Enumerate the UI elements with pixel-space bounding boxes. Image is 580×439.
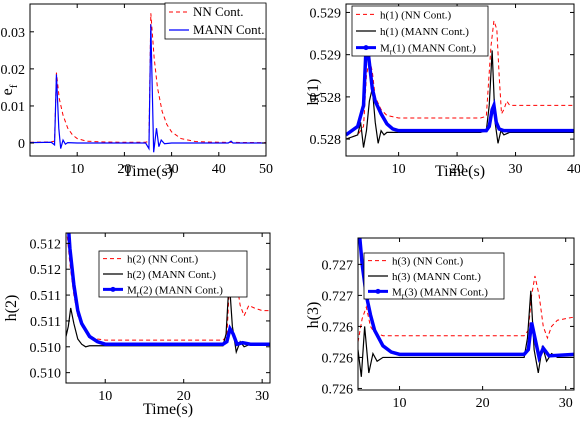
- y-tick-label-h3-1: 0.726: [322, 351, 354, 366]
- x-tick-label-ef-4: 50: [259, 162, 273, 177]
- x-tick-label-ef-0: 10: [70, 162, 84, 177]
- axes-box-h2: [65, 232, 271, 384]
- series-line-h3-1: [358, 290, 574, 377]
- legend-label-h1-0: h(1) (NN Cont.): [380, 9, 452, 21]
- legend-label-h3-1: h(3) (MANN Cont.): [392, 271, 481, 283]
- x-tick-label-h1-0: 10: [392, 162, 406, 177]
- x-tick-label-h3-2: 30: [559, 396, 573, 411]
- y-tick-label-h2-0: 0.510: [30, 367, 62, 382]
- y-tick-label-h3-0: 0.726: [322, 382, 354, 397]
- panel-ef: 10 20 30 40 50 0 0.01 0.02 0.03 Time(s) ef NN Cont.…: [0, 2, 273, 180]
- y-tick-label-h3-2: 0.726: [322, 320, 354, 335]
- y-tick-label-h3-4: 0.727: [322, 258, 354, 273]
- x-axis-label-ef: Time(s): [123, 163, 173, 180]
- y-tick-label-h3-3: 0.727: [322, 289, 354, 304]
- x-tick-label-h1-3: 40: [567, 162, 580, 177]
- y-tick-label-h2-1: 0.510: [30, 341, 62, 356]
- legend-label-h2-2: Mr(2) (MANN Cont.): [127, 284, 223, 298]
- legend-marker-h3-2: [375, 288, 381, 294]
- legend-ef: NN Cont. MANN Cont.: [164, 2, 267, 40]
- y-tick-label-h2-4: 0.512: [30, 263, 62, 278]
- x-tick-label-h2-1: 20: [177, 389, 191, 404]
- y-axis-label-h1: h(1): [305, 79, 322, 106]
- x-tick-label-h2-0: 10: [98, 389, 112, 404]
- legend-box-h2: [98, 250, 248, 298]
- x-tick-label-h2-2: 30: [255, 389, 269, 404]
- legend-box-ef: [164, 2, 267, 40]
- legend-h2: h(2) (NN Cont.) h(2) (MANN Cont.) Mr(2) (M…: [98, 250, 248, 298]
- legend-label-h3-0: h(3) (NN Cont.): [392, 256, 464, 268]
- panel-h3: 10 20 300.7260.7260.7260.7270.727h(3)h(3) …: [305, 237, 575, 411]
- legend-marker-h2-2: [110, 286, 116, 292]
- series-line-ef-1: [30, 24, 266, 153]
- y-tick-label-ef-2: 0.02: [1, 63, 26, 78]
- y-tick-label-h1-2: 0.529: [310, 49, 342, 64]
- x-tick-label-ef-2: 30: [165, 162, 179, 177]
- axes-box-ef: [29, 3, 267, 157]
- y-tick-label-h2-5: 0.512: [30, 237, 62, 252]
- y-axis-label-h3: h(3): [305, 302, 322, 329]
- series-line-h1-1: [346, 50, 574, 148]
- y-tick-label-h1-3: 0.529: [310, 6, 342, 21]
- legend-marker-h1-2: [363, 45, 369, 51]
- legend-h1: h(1) (NN Cont.) h(1) (MANN Cont.) Mr(1) (M…: [351, 5, 489, 57]
- legend-label-h3-2: Mr(3) (MANN Cont.): [392, 286, 488, 300]
- y-tick-label-h1-0: 0.528: [310, 133, 342, 148]
- x-tick-label-h3-0: 10: [393, 396, 407, 411]
- y-axis-label-h2: h(2): [3, 295, 20, 322]
- legend-h3: h(3) (NN Cont.) h(3) (MANN Cont.) Mr(3) (M…: [363, 252, 505, 300]
- series-line-ef-0: [30, 13, 266, 144]
- panel-h1: 10 20 30 40 0.528 0.528 0.529 0.529 Time(s) h(1) h…: [305, 3, 580, 180]
- legend-label-ef-1: MANN Cont.: [193, 22, 265, 37]
- x-tick-label-ef-1: 20: [117, 162, 131, 177]
- legend-label-h1-1: h(1) (MANN Cont.): [380, 26, 469, 38]
- y-tick-label-ef-0: 0: [18, 137, 25, 152]
- x-tick-label-h1-1: 20: [450, 162, 464, 177]
- axes-box-h3: [357, 237, 575, 391]
- y-tick-label-h1-1: 0.528: [310, 91, 342, 106]
- legend-label-ef-0: NN Cont.: [193, 4, 244, 19]
- x-tick-label-h3-1: 20: [476, 396, 490, 411]
- panel-h2: 10 20 30 0.510 0.510 0.511 0.511 0.512 0.512 Time…: [3, 232, 271, 418]
- x-tick-label-h1-2: 30: [509, 162, 523, 177]
- x-tick-label-ef-3: 40: [212, 162, 226, 177]
- series-line-h2-2: [67, 233, 270, 347]
- y-tick-label-ef-3: 0.03: [1, 26, 26, 41]
- y-axis-label-ef: ef: [0, 84, 20, 95]
- y-tick-label-h2-3: 0.511: [30, 289, 61, 304]
- legend-label-h2-1: h(2) (MANN Cont.): [127, 269, 216, 281]
- y-tick-label-h2-2: 0.511: [30, 315, 61, 330]
- legend-label-h2-0: h(2) (NN Cont.): [127, 254, 199, 266]
- y-tick-label-ef-1: 0.01: [1, 100, 26, 115]
- legend-label-h1-2: Mr(1) (MANN Cont.): [380, 43, 476, 57]
- axes-box-h1: [345, 3, 575, 157]
- x-axis-label-h2: Time(s): [143, 401, 193, 418]
- x-axis-label-h1: Time(s): [435, 163, 485, 180]
- series-line-h3-2: [358, 238, 574, 364]
